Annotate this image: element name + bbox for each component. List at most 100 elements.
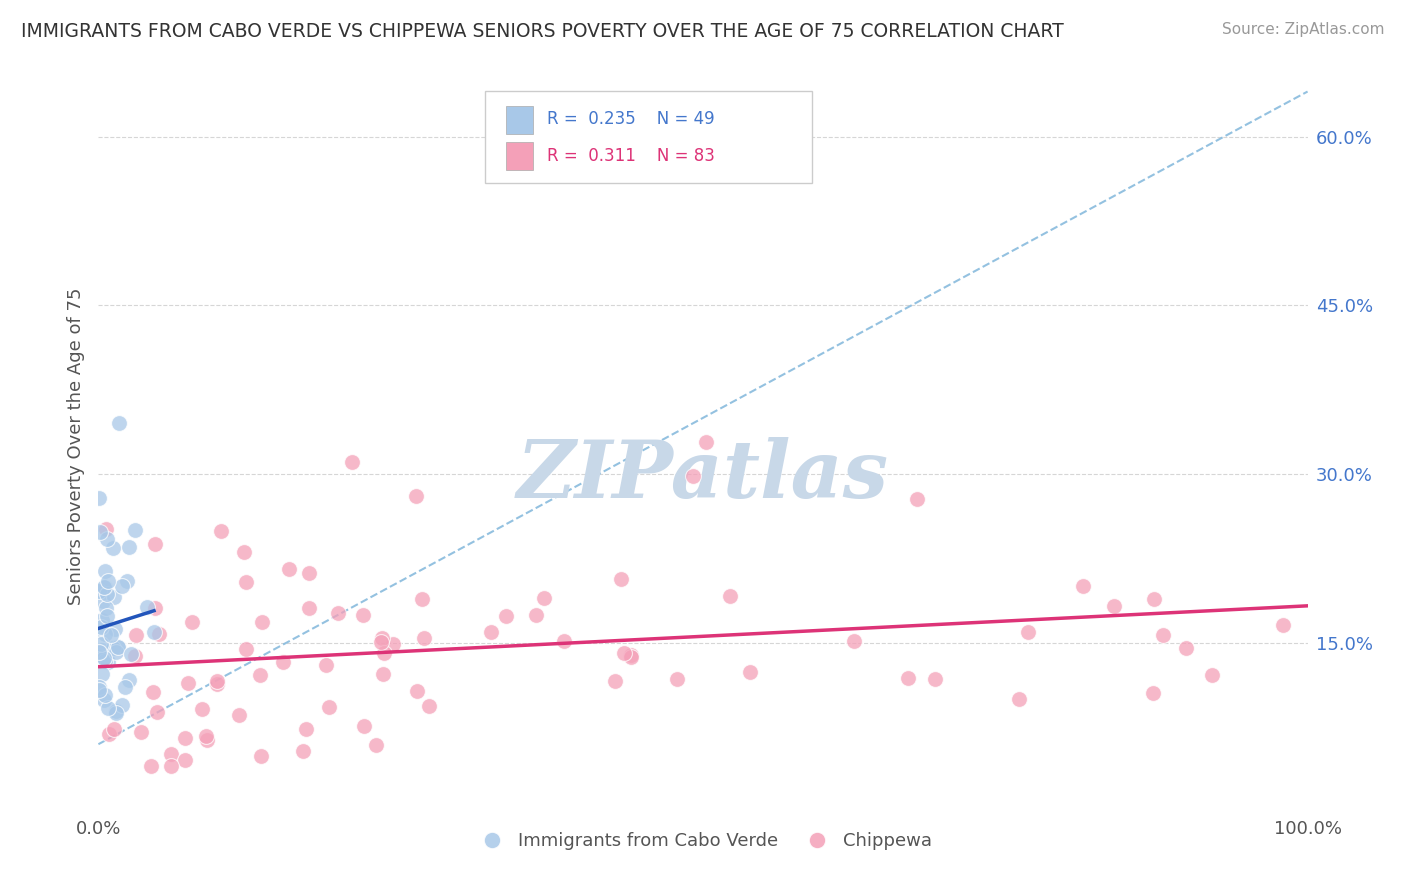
- Point: [120, 647, 142, 661]
- Point: [91, 666, 114, 681]
- Point: [97, 655, 120, 669]
- Point: [89, 525, 111, 540]
- Point: [87, 681, 110, 695]
- Point: [553, 633, 575, 648]
- Point: [91, 643, 114, 657]
- Point: [104, 704, 127, 718]
- Point: [1017, 624, 1039, 639]
- Point: [235, 575, 257, 590]
- Point: [1071, 579, 1094, 593]
- Point: [1272, 618, 1295, 632]
- Point: [249, 667, 271, 681]
- Point: [181, 615, 204, 629]
- Point: [93, 580, 115, 594]
- Text: ZIPatlas: ZIPatlas: [517, 436, 889, 514]
- Point: [89, 650, 111, 665]
- Point: [195, 729, 218, 743]
- Point: [90, 620, 112, 634]
- Point: [174, 731, 197, 745]
- Point: [1102, 599, 1125, 613]
- Point: [100, 628, 122, 642]
- Point: [97, 701, 120, 715]
- Point: [111, 698, 134, 713]
- Point: [191, 702, 214, 716]
- Point: [205, 677, 228, 691]
- Point: [695, 434, 717, 449]
- Point: [353, 719, 375, 733]
- Point: [118, 673, 141, 687]
- Point: [93, 650, 115, 665]
- Point: [104, 645, 127, 659]
- Text: R =  0.235    N = 49: R = 0.235 N = 49: [547, 110, 714, 128]
- Point: [1175, 641, 1198, 656]
- FancyBboxPatch shape: [485, 91, 811, 183]
- Point: [620, 648, 643, 662]
- Point: [107, 640, 129, 654]
- Point: [146, 705, 169, 719]
- Point: [406, 683, 429, 698]
- Point: [143, 625, 166, 640]
- Point: [90, 613, 112, 627]
- Point: [1152, 628, 1174, 642]
- Point: [107, 416, 129, 430]
- Point: [370, 635, 392, 649]
- Point: [207, 673, 229, 688]
- Point: [371, 631, 394, 645]
- Point: [87, 683, 110, 698]
- Point: [173, 753, 195, 767]
- Point: [603, 673, 626, 688]
- Point: [326, 606, 349, 620]
- Point: [209, 524, 232, 538]
- Point: [413, 632, 436, 646]
- Point: [371, 667, 394, 681]
- Point: [107, 640, 129, 654]
- Point: [111, 579, 134, 593]
- Point: [318, 699, 340, 714]
- Point: [612, 647, 634, 661]
- Point: [94, 654, 117, 668]
- Point: [610, 573, 633, 587]
- Point: [315, 657, 337, 672]
- Point: [96, 522, 118, 536]
- Text: Source: ZipAtlas.com: Source: ZipAtlas.com: [1222, 22, 1385, 37]
- Point: [104, 622, 127, 636]
- Point: [101, 641, 124, 656]
- Point: [143, 536, 166, 550]
- Point: [1142, 591, 1164, 606]
- Point: [1008, 691, 1031, 706]
- Point: [271, 655, 294, 669]
- Point: [897, 671, 920, 685]
- Point: [125, 628, 148, 642]
- Point: [533, 591, 555, 606]
- Point: [718, 589, 741, 603]
- Point: [291, 744, 314, 758]
- Point: [115, 574, 138, 588]
- Bar: [506, 143, 533, 170]
- Point: [103, 722, 125, 736]
- Point: [176, 675, 198, 690]
- Text: IMMIGRANTS FROM CABO VERDE VS CHIPPEWA SENIORS POVERTY OVER THE AGE OF 75 CORREL: IMMIGRANTS FROM CABO VERDE VS CHIPPEWA S…: [21, 22, 1064, 41]
- Point: [87, 645, 110, 659]
- Point: [740, 665, 762, 680]
- Point: [418, 698, 440, 713]
- Point: [94, 601, 117, 615]
- Bar: [506, 106, 533, 134]
- Point: [96, 532, 118, 546]
- Point: [124, 523, 146, 537]
- Point: [98, 727, 121, 741]
- Point: [143, 601, 166, 615]
- Point: [94, 564, 117, 578]
- Point: [905, 491, 928, 506]
- Point: [682, 468, 704, 483]
- Point: [160, 747, 183, 762]
- Point: [96, 587, 118, 601]
- Point: [148, 627, 170, 641]
- Point: [495, 608, 517, 623]
- Point: [235, 641, 257, 656]
- Point: [101, 541, 124, 555]
- Point: [364, 738, 387, 752]
- Point: [373, 646, 395, 660]
- Point: [114, 680, 136, 694]
- Point: [141, 685, 163, 699]
- Point: [250, 615, 273, 629]
